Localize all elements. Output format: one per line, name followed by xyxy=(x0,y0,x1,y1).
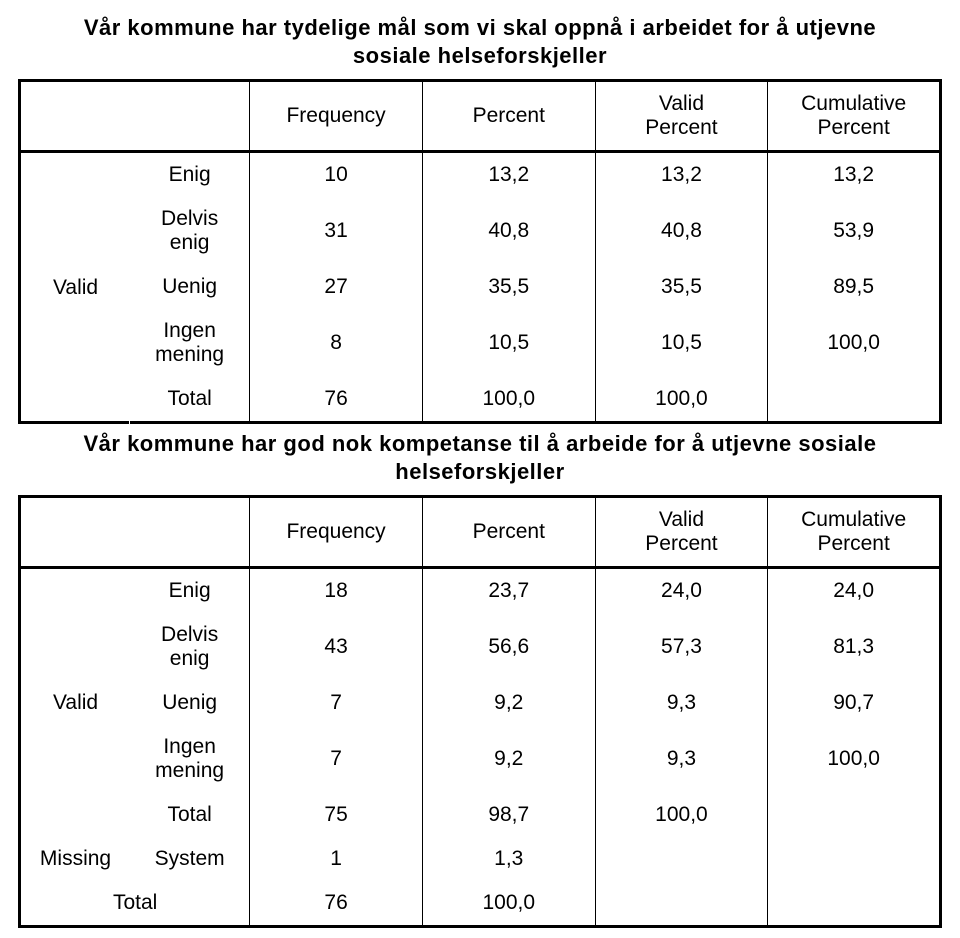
cell-freq: 10 xyxy=(250,152,423,198)
cell-freq: 7 xyxy=(250,681,423,725)
table2-title: Vår kommune har god nok kompetanse til å… xyxy=(18,430,942,485)
cell-pct: 100,0 xyxy=(422,377,595,423)
table1-group-valid: Valid xyxy=(20,152,131,423)
cell-label: Total xyxy=(130,377,250,423)
col-frequency: Frequency xyxy=(250,81,423,152)
cell-freq: 27 xyxy=(250,265,423,309)
col-percent: Percent xyxy=(422,81,595,152)
cell-cpct xyxy=(768,881,941,927)
table2-title-line1: Vår kommune har god nok kompetanse til å… xyxy=(83,431,876,456)
table2-title-line2: helseforskjeller xyxy=(395,459,564,484)
table2-row-total-valid: Total 75 98,7 100,0 xyxy=(20,793,941,837)
cell-cpct: 90,7 xyxy=(768,681,941,725)
cell-pct: 98,7 xyxy=(422,793,595,837)
cell-pct: 100,0 xyxy=(422,881,595,927)
cell-cpct xyxy=(768,837,941,881)
cell-vpct: 10,5 xyxy=(595,309,768,377)
cell-label: Delvis enig xyxy=(130,613,250,681)
table2-row-grand-total: Total 76 100,0 xyxy=(20,881,941,927)
col-cum-percent: Cumulative Percent xyxy=(768,497,941,568)
cell-pct: 9,2 xyxy=(422,681,595,725)
cell-pct: 13,2 xyxy=(422,152,595,198)
cell-cpct: 100,0 xyxy=(768,725,941,793)
cell-vpct: 100,0 xyxy=(595,793,768,837)
cell-vpct: 35,5 xyxy=(595,265,768,309)
col-cum-percent: Cumulative Percent xyxy=(768,81,941,152)
cell-vpct xyxy=(595,881,768,927)
cell-pct: 35,5 xyxy=(422,265,595,309)
cell-label: Uenig xyxy=(130,681,250,725)
col-frequency: Frequency xyxy=(250,497,423,568)
table2-group-valid: Valid xyxy=(20,568,131,838)
cell-freq: 76 xyxy=(250,377,423,423)
table1-row-delvis-enig: Delvis enig 31 40,8 40,8 53,9 xyxy=(20,197,941,265)
table2-row-delvis-enig: Delvis enig 43 56,6 57,3 81,3 xyxy=(20,613,941,681)
table2-group-missing: Missing xyxy=(20,837,131,881)
table1-title-line2: sosiale helseforskjeller xyxy=(353,43,607,68)
table2-header-row: Frequency Percent Valid Percent Cumulati… xyxy=(20,497,941,568)
cell-cpct: 100,0 xyxy=(768,309,941,377)
cell-cpct xyxy=(768,793,941,837)
cell-vpct: 100,0 xyxy=(595,377,768,423)
table2-row-uenig: Uenig 7 9,2 9,3 90,7 xyxy=(20,681,941,725)
cell-vpct: 13,2 xyxy=(595,152,768,198)
table1-title-line1: Vår kommune har tydelige mål som vi skal… xyxy=(84,15,876,40)
table1: Frequency Percent Valid Percent Cumulati… xyxy=(18,79,942,424)
table2-row-ingen-mening: Ingen mening 7 9,2 9,3 100,0 xyxy=(20,725,941,793)
table1-row-total: Total 76 100,0 100,0 xyxy=(20,377,941,423)
cell-label: Enig xyxy=(130,152,250,198)
cell-freq: 75 xyxy=(250,793,423,837)
cell-label: Ingen mening xyxy=(130,725,250,793)
cell-cpct xyxy=(768,377,941,423)
cell-vpct: 9,3 xyxy=(595,681,768,725)
table2-row-missing-system: Missing System 1 1,3 xyxy=(20,837,941,881)
cell-label: Enig xyxy=(130,568,250,614)
cell-freq: 18 xyxy=(250,568,423,614)
cell-cpct: 24,0 xyxy=(768,568,941,614)
col-valid-percent: Valid Percent xyxy=(595,497,768,568)
cell-label: Delvis enig xyxy=(130,197,250,265)
cell-freq: 31 xyxy=(250,197,423,265)
table1-row-uenig: Uenig 27 35,5 35,5 89,5 xyxy=(20,265,941,309)
cell-cpct: 89,5 xyxy=(768,265,941,309)
cell-cpct: 13,2 xyxy=(768,152,941,198)
cell-cpct: 53,9 xyxy=(768,197,941,265)
col-percent: Percent xyxy=(422,497,595,568)
cell-freq: 43 xyxy=(250,613,423,681)
cell-freq: 7 xyxy=(250,725,423,793)
cell-freq: 8 xyxy=(250,309,423,377)
cell-freq: 1 xyxy=(250,837,423,881)
table1-row-enig: Valid Enig 10 13,2 13,2 13,2 xyxy=(20,152,941,198)
table2: Frequency Percent Valid Percent Cumulati… xyxy=(18,495,942,928)
cell-vpct: 57,3 xyxy=(595,613,768,681)
cell-label: Uenig xyxy=(130,265,250,309)
cell-pct: 10,5 xyxy=(422,309,595,377)
table1-title: Vår kommune har tydelige mål som vi skal… xyxy=(18,14,942,69)
cell-label: Ingen mening xyxy=(130,309,250,377)
cell-pct: 23,7 xyxy=(422,568,595,614)
cell-pct: 56,6 xyxy=(422,613,595,681)
table2-row-enig: Valid Enig 18 23,7 24,0 24,0 xyxy=(20,568,941,614)
col-valid-percent: Valid Percent xyxy=(595,81,768,152)
cell-vpct: 40,8 xyxy=(595,197,768,265)
cell-vpct xyxy=(595,837,768,881)
table1-row-ingen-mening: Ingen mening 8 10,5 10,5 100,0 xyxy=(20,309,941,377)
cell-pct: 9,2 xyxy=(422,725,595,793)
table1-header-row: Frequency Percent Valid Percent Cumulati… xyxy=(20,81,941,152)
cell-label: System xyxy=(130,837,250,881)
cell-label: Total xyxy=(130,793,250,837)
cell-pct: 40,8 xyxy=(422,197,595,265)
cell-cpct: 81,3 xyxy=(768,613,941,681)
cell-vpct: 9,3 xyxy=(595,725,768,793)
cell-vpct: 24,0 xyxy=(595,568,768,614)
cell-label: Total xyxy=(20,881,250,927)
cell-freq: 76 xyxy=(250,881,423,927)
cell-pct: 1,3 xyxy=(422,837,595,881)
